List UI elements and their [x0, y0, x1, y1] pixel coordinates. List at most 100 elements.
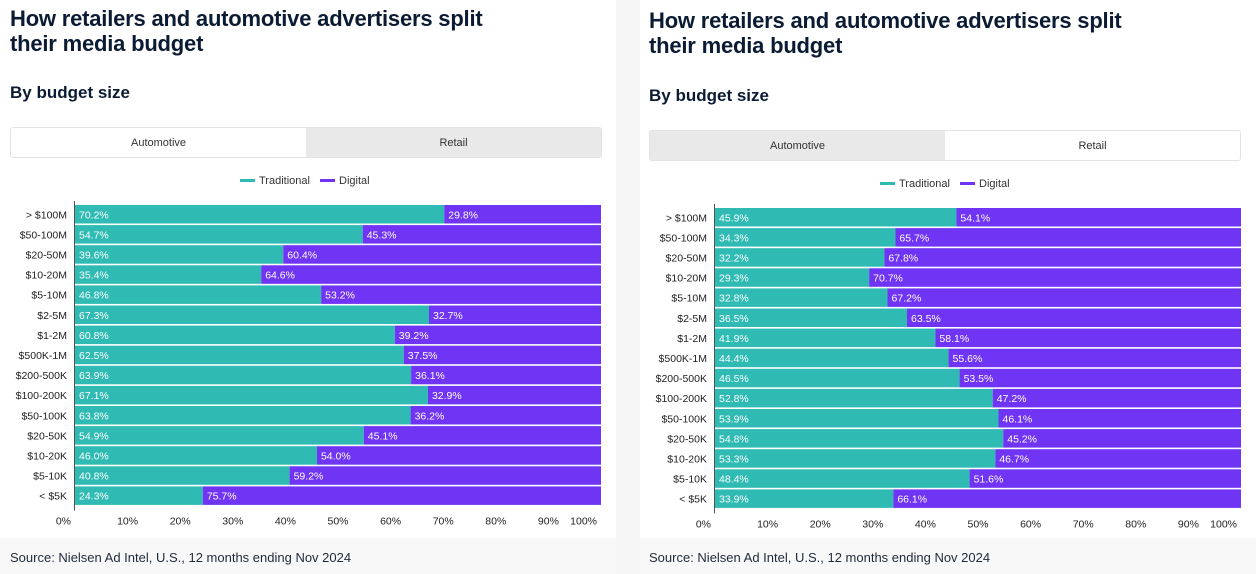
data-label-traditional: 52.8% [719, 393, 749, 405]
x-tick-label: 30% [222, 516, 243, 528]
page-title: How retailers and automotive advertisers… [10, 6, 483, 56]
data-label-traditional: 34.3% [719, 232, 749, 244]
data-label-digital: 32.9% [432, 390, 462, 402]
data-label-traditional: 40.8% [79, 471, 109, 483]
data-label-digital: 36.2% [415, 410, 445, 422]
legend-label-traditional: Traditional [899, 178, 950, 190]
x-tick-label: 90% [1178, 519, 1199, 531]
category-label: $20-50M [26, 249, 67, 261]
bar-digital [316, 446, 601, 465]
data-label-traditional: 29.3% [719, 273, 749, 285]
bar-traditional [75, 225, 363, 244]
data-label-digital: 32.7% [433, 310, 463, 322]
data-label-digital: 54.1% [960, 212, 990, 224]
category-label: $5-10M [31, 290, 67, 302]
data-label-digital: 46.7% [999, 453, 1029, 465]
category-label: $50-100K [21, 410, 67, 422]
bar-digital [992, 388, 1241, 408]
tab-retail[interactable]: Retail [945, 131, 1240, 160]
legend-label-traditional: Traditional [259, 175, 310, 187]
page-title-line-2: their media budget [649, 33, 843, 58]
data-label-digital: 64.6% [265, 270, 295, 282]
data-label-digital: 37.5% [408, 350, 438, 362]
data-label-traditional: 54.7% [79, 229, 109, 241]
data-label-traditional: 67.3% [79, 310, 109, 322]
bar-digital [428, 305, 601, 324]
x-tick-label: 80% [1125, 519, 1146, 531]
category-label: $5-10K [673, 474, 707, 486]
tab-bar: Automotive Retail [10, 127, 602, 158]
category-label: $50-100K [661, 413, 707, 425]
bar-digital [995, 449, 1241, 468]
x-tick-label: 20% [170, 516, 191, 528]
data-label-traditional: 32.2% [719, 252, 749, 264]
data-label-digital: 45.1% [368, 430, 398, 442]
legend-swatch-digital [320, 179, 335, 182]
bar-digital [403, 345, 601, 365]
category-label: $2-5M [677, 313, 707, 325]
page-title-line-1: How retailers and automotive advertisers… [10, 6, 483, 31]
bar-traditional [75, 205, 445, 224]
bar-traditional [715, 328, 936, 348]
tab-retail[interactable]: Retail [306, 128, 601, 157]
data-label-traditional: 33.9% [719, 494, 749, 506]
bar-digital [261, 265, 601, 284]
bar-digital [959, 368, 1241, 388]
category-label: $10-20M [666, 273, 707, 285]
bar-digital [895, 228, 1241, 247]
source-note: Source: Nielsen Ad Intel, U.S., 12 month… [10, 550, 352, 565]
legend-label-digital: Digital [979, 178, 1010, 190]
footer [640, 538, 1256, 574]
x-tick-label: 60% [380, 516, 401, 528]
bar-traditional [715, 489, 894, 508]
subtitle: By budget size [649, 86, 769, 105]
legend-swatch-traditional [240, 179, 255, 182]
x-tick-label: 50% [327, 516, 348, 528]
source-note: Source: Nielsen Ad Intel, U.S., 12 month… [649, 550, 991, 565]
category-label: $5-10M [671, 293, 707, 305]
bar-digital [202, 486, 601, 505]
tab-automotive[interactable]: Automotive [650, 131, 945, 160]
bar-digital [906, 308, 1241, 327]
x-tick-label: 50% [967, 519, 988, 531]
data-label-traditional: 46.5% [719, 373, 749, 385]
tab-bar: Automotive Retail [649, 130, 1241, 161]
subtitle: By budget size [10, 83, 130, 102]
data-label-traditional: 24.3% [79, 491, 109, 503]
tab-automotive[interactable]: Automotive [11, 128, 306, 157]
bar-traditional [75, 285, 322, 304]
x-tick-label: 90% [538, 516, 559, 528]
bar-traditional [715, 228, 896, 247]
data-label-traditional: 70.2% [79, 209, 109, 221]
category-label: $200-500K [16, 370, 67, 382]
bar-traditional [715, 409, 999, 428]
data-label-traditional: 45.9% [719, 212, 749, 224]
category-label: < $5K [39, 491, 67, 503]
bar-traditional [75, 265, 262, 284]
data-label-traditional: 48.4% [719, 474, 749, 486]
x-tick-label: 60% [1020, 519, 1041, 531]
data-label-digital: 75.7% [207, 491, 237, 503]
data-label-traditional: 53.9% [719, 413, 749, 425]
category-label: $100-200K [16, 390, 67, 402]
category-label: $50-100M [660, 232, 707, 244]
bar-traditional [715, 208, 957, 227]
category-label: $20-50M [666, 252, 707, 264]
data-label-traditional: 54.8% [719, 433, 749, 445]
data-label-traditional: 62.5% [79, 350, 109, 362]
category-label: $1-2M [37, 330, 67, 342]
data-label-digital: 63.5% [911, 313, 941, 325]
legend-swatch-traditional [880, 182, 895, 185]
bar-digital [289, 466, 601, 485]
footer [0, 538, 616, 574]
x-tick-label: 20% [810, 519, 831, 531]
data-label-traditional: 63.8% [79, 410, 109, 422]
data-label-digital: 67.2% [892, 293, 922, 305]
bar-digital [1003, 429, 1241, 448]
bar-traditional [75, 426, 364, 445]
bar-traditional [715, 449, 996, 468]
bar-digital [869, 268, 1241, 287]
category-label: $500K-1M [659, 353, 707, 365]
data-label-digital: 65.7% [899, 232, 929, 244]
category-label: $100-200K [656, 393, 707, 405]
